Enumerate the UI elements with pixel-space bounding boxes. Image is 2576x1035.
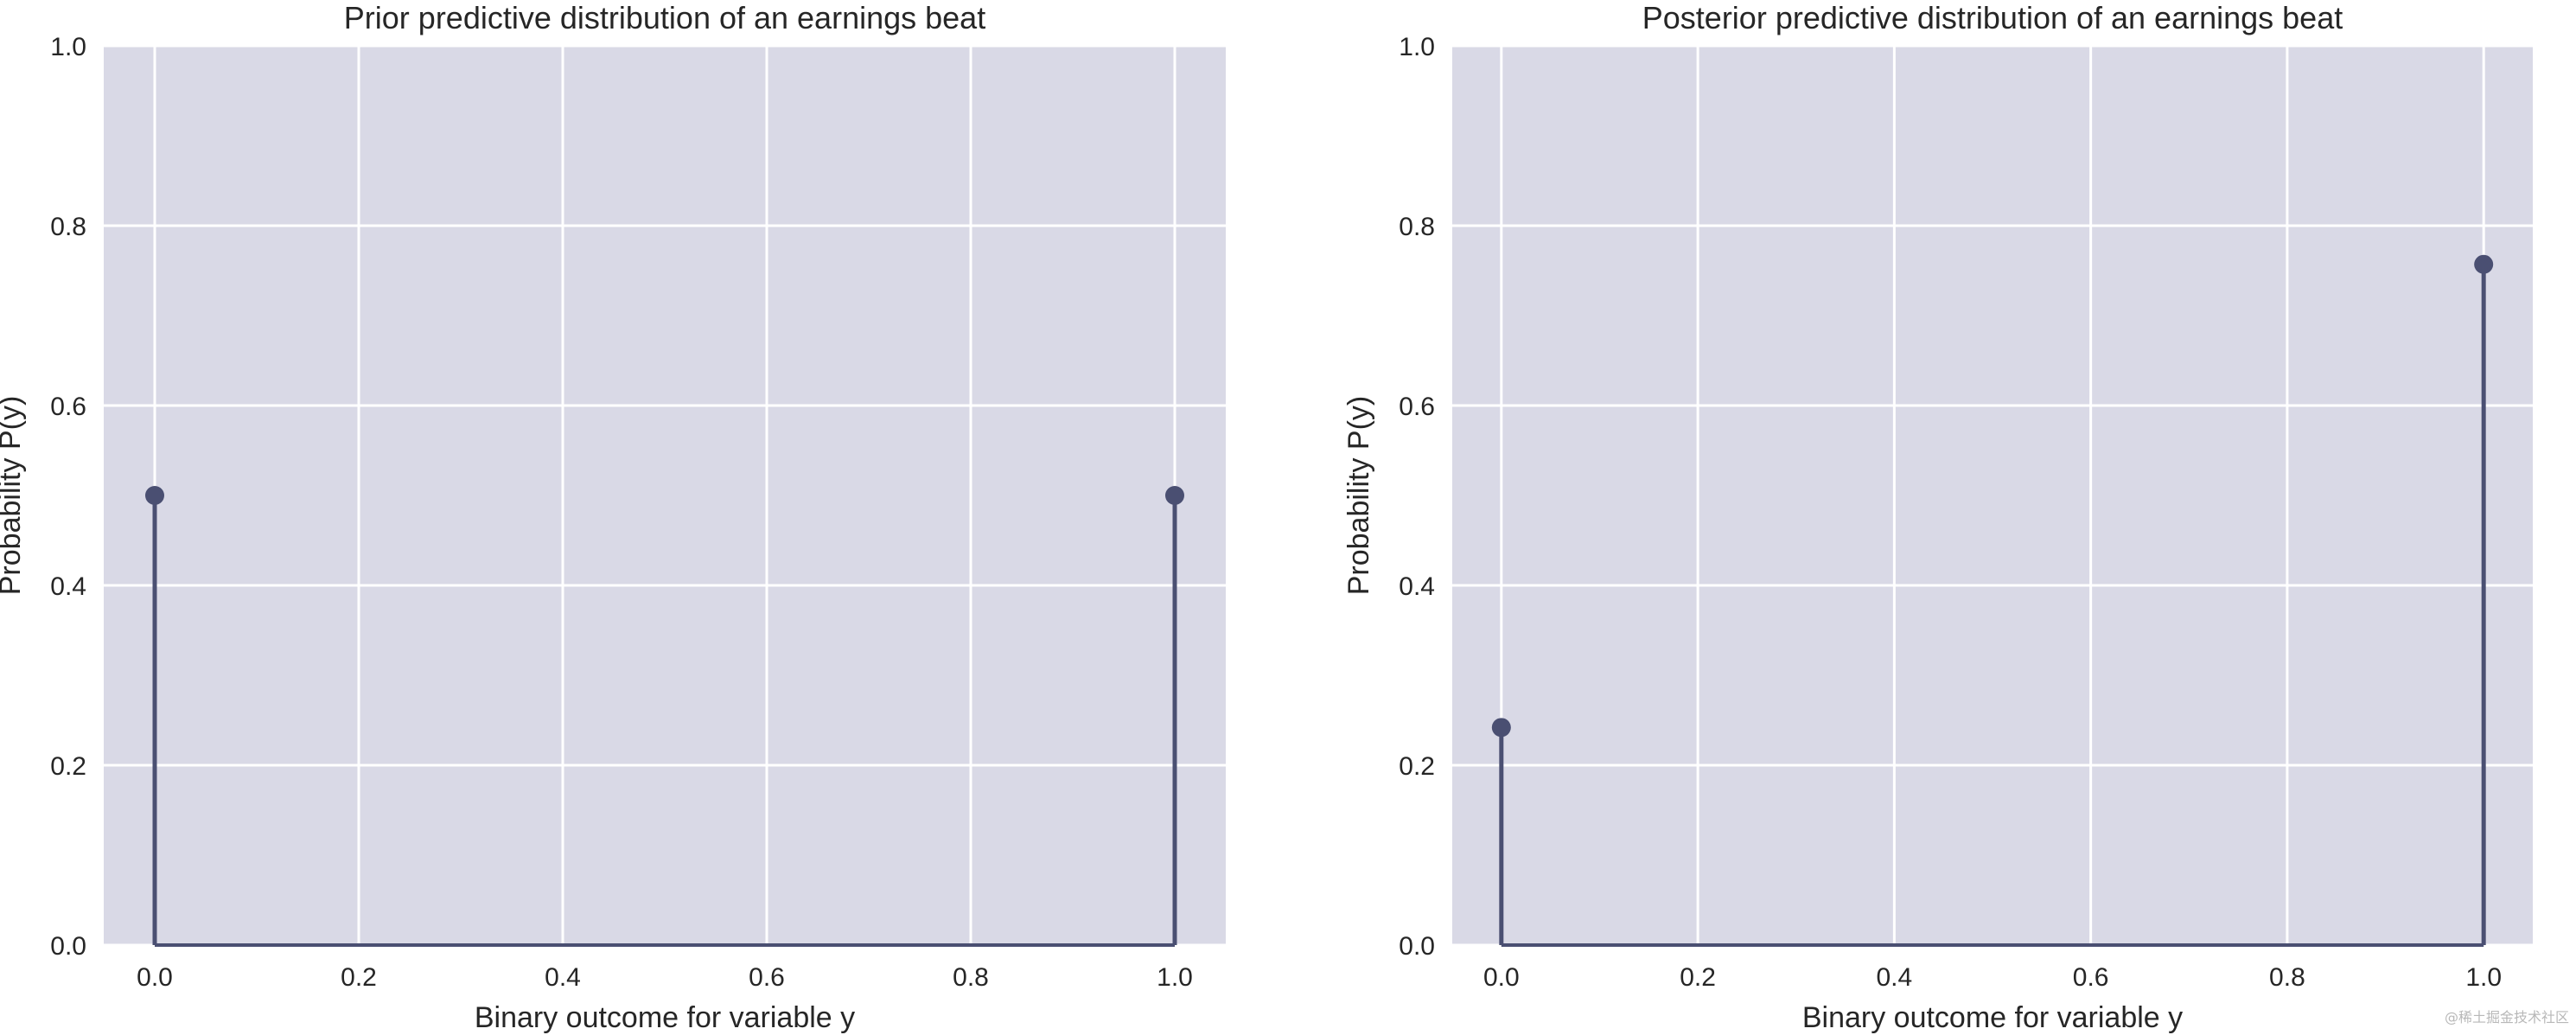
y-tick-label: 0.2: [1399, 752, 1435, 781]
x-tick-label: 0.8: [953, 963, 989, 992]
y-tick-label: 1.0: [1399, 33, 1435, 61]
x-tick-label: 0.0: [1483, 963, 1520, 992]
x-tick-label: 1.0: [2465, 963, 2502, 992]
x-tick-label: 0.4: [545, 963, 581, 992]
stem-marker: [1165, 486, 1184, 505]
plot-area: [104, 46, 1226, 945]
x-tick-label: 0.6: [749, 963, 785, 992]
y-tick-label: 0.6: [50, 393, 86, 421]
y-axis-label: Probability P(y): [1342, 396, 1375, 596]
y-tick-label: 0.0: [50, 932, 86, 961]
chart-panel-2: 0.0 0.2 0.4 0.6 0.8 1.0 0.0 0.2 0.4 0.6 0.8 1.0 Post…: [1342, 0, 2533, 1034]
y-axis-label: Probability P(y): [0, 396, 27, 596]
y-tick-label: 0.4: [50, 572, 86, 601]
stem-marker: [145, 486, 164, 505]
x-tick-label: 1.0: [1157, 963, 1193, 992]
y-tick-label: 0.8: [50, 213, 86, 241]
x-tick-label: 0.0: [137, 963, 173, 992]
stem-marker: [2474, 254, 2494, 274]
y-tick-label: 0.2: [50, 752, 86, 781]
chart-title: Posterior predictive distribution of an …: [1642, 0, 2343, 35]
x-tick-label: 0.2: [341, 963, 377, 992]
x-tick-label: 0.6: [2073, 963, 2109, 992]
chart-panel-1: 0.0 0.2 0.4 0.6 0.8 1.0 0.0 0.2 0.4 0.6 0.8 1.0 Prio…: [0, 0, 1226, 1034]
y-tick-label: 0.0: [1399, 932, 1435, 961]
y-tick-label: 1.0: [50, 33, 86, 61]
x-tick-label: 0.8: [2269, 963, 2305, 992]
x-axis-label: Binary outcome for variable y: [1802, 1001, 2183, 1034]
watermark-text: @稀土掘金技术社区: [2444, 1009, 2569, 1025]
y-tick-label: 0.4: [1399, 572, 1435, 601]
stem-marker: [1491, 718, 1511, 738]
x-axis-label: Binary outcome for variable y: [475, 1001, 855, 1034]
x-tick-label: 0.4: [1877, 963, 1913, 992]
y-tick-label: 0.6: [1399, 393, 1435, 421]
y-tick-label: 0.8: [1399, 213, 1435, 241]
chart-title: Prior predictive distribution of an earn…: [344, 0, 985, 35]
plot-area: [1452, 46, 2533, 945]
x-tick-label: 0.2: [1680, 963, 1716, 992]
